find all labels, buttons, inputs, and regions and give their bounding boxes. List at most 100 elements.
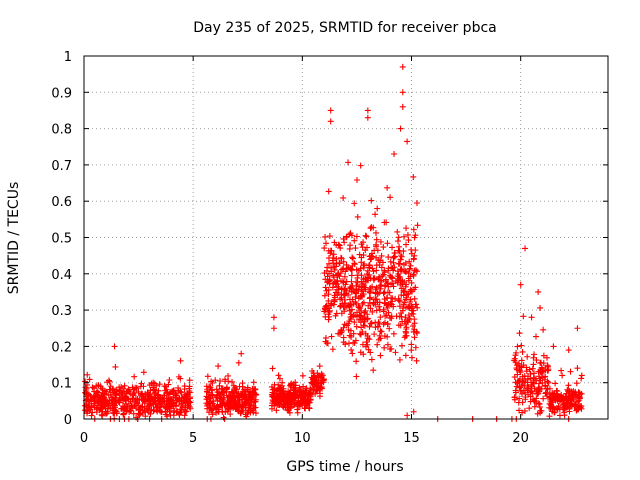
data-point (536, 388, 543, 395)
data-point (384, 184, 391, 191)
data-point (275, 372, 282, 379)
data-point (214, 397, 221, 404)
data-point (281, 401, 288, 408)
data-point (331, 294, 338, 301)
data-point (373, 262, 380, 269)
data-point (518, 342, 525, 349)
data-point (137, 383, 144, 390)
data-point (540, 326, 547, 333)
data-point (326, 233, 333, 240)
data-point (380, 321, 387, 328)
data-point (164, 413, 171, 420)
data-point (364, 332, 371, 339)
data-point (336, 273, 343, 280)
data-point (269, 365, 276, 372)
data-point (103, 398, 110, 405)
data-point (565, 400, 572, 407)
data-point (339, 266, 346, 273)
data-point (346, 332, 353, 339)
data-point (333, 310, 340, 317)
data-point (139, 409, 146, 416)
data-point (341, 296, 348, 303)
data-point (511, 357, 518, 364)
y-tick-label: 1 (64, 50, 72, 65)
data-point (376, 303, 383, 310)
data-point (365, 302, 372, 309)
data-point (179, 400, 186, 407)
y-tick-label: 0.1 (51, 377, 72, 392)
data-point (406, 315, 413, 322)
data-point (362, 232, 369, 239)
data-point (399, 318, 406, 325)
data-point (277, 388, 284, 395)
data-point (411, 334, 418, 341)
data-point (362, 307, 369, 314)
data-point (307, 396, 314, 403)
data-point (330, 274, 337, 281)
data-point (573, 380, 580, 387)
data-point (399, 103, 406, 110)
data-point (351, 319, 358, 326)
data-point (238, 408, 245, 415)
data-point (369, 308, 376, 315)
data-point (154, 408, 161, 415)
data-point (382, 282, 389, 289)
data-point (301, 393, 308, 400)
data-point (321, 245, 328, 252)
data-point (380, 244, 387, 251)
data-point (158, 409, 165, 416)
data-point (338, 327, 345, 334)
data-point (276, 401, 283, 408)
data-point (548, 403, 555, 410)
data-point (323, 340, 330, 347)
data-point (102, 410, 109, 417)
data-point (86, 404, 93, 411)
data-point (339, 300, 346, 307)
data-point (235, 394, 242, 401)
data-point (86, 376, 93, 383)
points-layer (81, 63, 585, 422)
data-point (138, 396, 145, 403)
data-point (331, 298, 338, 305)
data-point (401, 334, 408, 341)
data-point (170, 412, 177, 419)
data-point (121, 394, 128, 401)
data-point (346, 285, 353, 292)
data-point (395, 322, 402, 329)
data-point (576, 394, 583, 401)
data-point (388, 313, 395, 320)
data-point (227, 411, 234, 418)
data-point (294, 389, 301, 396)
data-point (381, 289, 388, 296)
data-point (235, 359, 242, 366)
data-point (413, 200, 420, 207)
data-point (373, 236, 380, 243)
data-point (151, 407, 158, 414)
data-point (338, 254, 345, 261)
data-point (169, 403, 176, 410)
data-point (98, 411, 105, 418)
data-point (93, 389, 100, 396)
data-point (554, 406, 561, 413)
data-point (354, 274, 361, 281)
data-point (205, 409, 212, 416)
data-point (411, 295, 418, 302)
data-point (377, 314, 384, 321)
data-point (414, 222, 421, 229)
data-point (304, 391, 311, 398)
data-point (329, 284, 336, 291)
data-point (559, 395, 566, 402)
data-point (351, 237, 358, 244)
data-point (568, 397, 575, 404)
data-point (534, 410, 541, 417)
data-point (222, 409, 229, 416)
data-point (207, 384, 214, 391)
data-point (127, 390, 134, 397)
data-point (315, 383, 322, 390)
data-point (385, 309, 392, 316)
data-point (333, 278, 340, 285)
data-point (527, 389, 534, 396)
data-point (364, 267, 371, 274)
data-point (108, 394, 115, 401)
data-point (281, 396, 288, 403)
